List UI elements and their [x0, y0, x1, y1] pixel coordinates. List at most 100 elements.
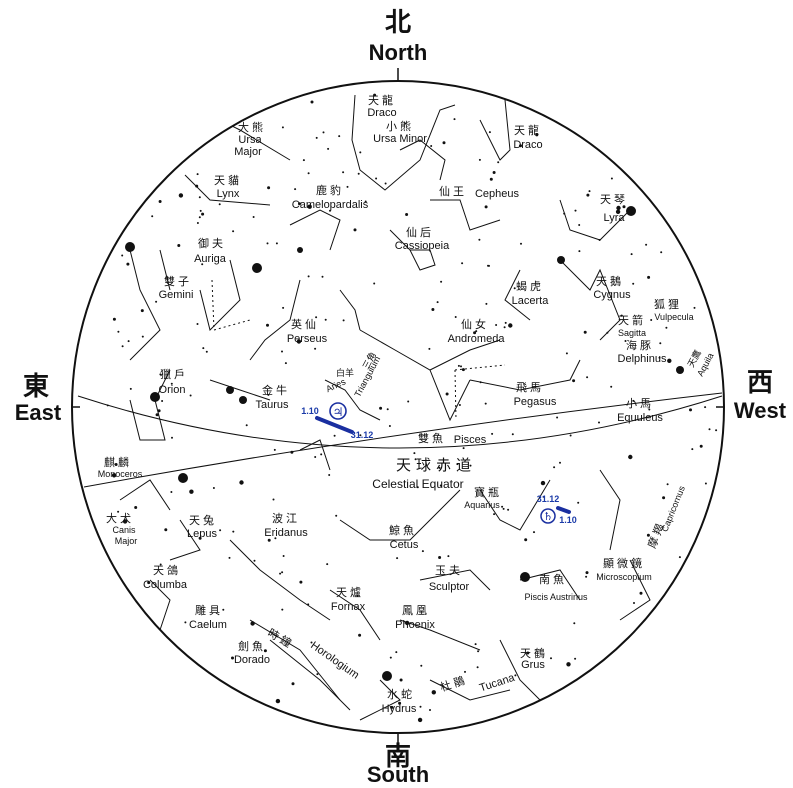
- star: [189, 489, 194, 494]
- star: [511, 433, 514, 436]
- star: [524, 538, 528, 542]
- caelum-zh: 雕具: [195, 603, 223, 617]
- star: [431, 690, 436, 695]
- constellation-lines: [119, 94, 651, 721]
- star: [492, 171, 496, 174]
- star: [198, 536, 202, 540]
- camelopardalis-zh: 鹿豹: [316, 183, 344, 197]
- star: [461, 368, 465, 372]
- star: [386, 408, 389, 411]
- star: [578, 250, 581, 253]
- star: [134, 506, 138, 509]
- star: [218, 203, 221, 206]
- star: [281, 608, 284, 611]
- star: [484, 402, 487, 405]
- sagitta-zh: 天箭: [618, 313, 646, 327]
- star: [436, 301, 439, 304]
- star: [316, 673, 319, 676]
- tucana-en: Tucana: [478, 672, 517, 695]
- microscopium-en: Microscopium: [596, 572, 652, 582]
- star: [333, 434, 336, 437]
- star: [114, 463, 118, 466]
- star: [585, 575, 588, 578]
- star: [514, 674, 517, 677]
- star: [569, 434, 572, 437]
- constellation-labels: 天龍 Draco 小熊 Ursa Minor 天龍 Draco 大熊 Ursa …: [98, 93, 716, 715]
- camelopardalis-en: Camelopardalis: [292, 199, 369, 211]
- star: [196, 323, 199, 325]
- capricornus-en: Capricornus: [659, 484, 687, 533]
- andromeda-en: Andromeda: [448, 333, 506, 345]
- piscis-austrinus-zh: 南魚: [539, 573, 567, 586]
- star: [342, 171, 345, 174]
- star: [353, 228, 357, 232]
- star: [284, 362, 287, 365]
- star: [610, 177, 613, 180]
- star: [267, 393, 270, 396]
- south-label-zh: 南: [384, 742, 411, 772]
- star: [315, 136, 318, 139]
- star: [272, 498, 275, 501]
- star: [177, 244, 181, 247]
- star: [151, 215, 154, 218]
- star: [647, 275, 651, 279]
- star: [263, 649, 267, 653]
- taurus-en: Taurus: [255, 399, 289, 411]
- star: [660, 251, 663, 254]
- star: [155, 300, 158, 303]
- star: [310, 100, 314, 104]
- star: [488, 131, 491, 134]
- star: [282, 306, 285, 309]
- star: [476, 666, 479, 669]
- star: [281, 571, 284, 574]
- star: [359, 151, 362, 154]
- star: [704, 482, 707, 485]
- star: [699, 444, 703, 448]
- star: [442, 141, 446, 145]
- fornax-en: Fornax: [331, 601, 366, 613]
- jupiter-end-date: 31.12: [351, 430, 374, 440]
- grus-zh: 天鶴: [520, 646, 548, 660]
- star: [488, 264, 490, 267]
- star: [639, 591, 643, 595]
- columba-zh: 天鴿: [153, 563, 181, 577]
- phoenix-en: Phoenix: [395, 619, 435, 631]
- perseus-en: Perseus: [287, 333, 328, 345]
- star: [628, 454, 633, 460]
- gemini-en: Gemini: [159, 289, 194, 301]
- dorado-en: Dorado: [234, 654, 270, 666]
- star: [159, 373, 162, 376]
- canis-major-en1: Canis: [112, 525, 136, 535]
- star: [404, 122, 407, 125]
- piscis-austrinus-en: Piscis Austrinus: [524, 592, 588, 602]
- star: [624, 340, 627, 342]
- eridanus-zh: 波江: [272, 512, 300, 525]
- star: [275, 698, 281, 704]
- star: [632, 399, 635, 402]
- star: [324, 318, 327, 321]
- star: [503, 326, 506, 329]
- cygnus-en: Cygnus: [593, 289, 631, 301]
- eridanus-en: Eridanus: [264, 527, 308, 539]
- star: [659, 342, 662, 345]
- sculptor-en: Sculptor: [429, 581, 470, 593]
- star: [338, 135, 341, 138]
- star: [414, 458, 417, 461]
- star: [550, 657, 552, 660]
- star: [469, 464, 472, 467]
- saturn-icon: ♄: [543, 510, 553, 523]
- ecliptic-line: [77, 395, 723, 449]
- equuleus-en: Equuleus: [617, 412, 663, 424]
- star: [307, 275, 310, 278]
- star: [373, 282, 376, 285]
- star: [489, 177, 493, 181]
- star: [267, 186, 271, 190]
- star: [358, 633, 362, 637]
- jupiter-start-date: 1.10: [301, 406, 319, 416]
- star: [379, 406, 383, 410]
- ursa-major-en1: Ursa: [238, 134, 262, 146]
- star: [478, 238, 481, 241]
- orion-zh: 獵戶: [160, 368, 188, 381]
- star: [245, 424, 248, 427]
